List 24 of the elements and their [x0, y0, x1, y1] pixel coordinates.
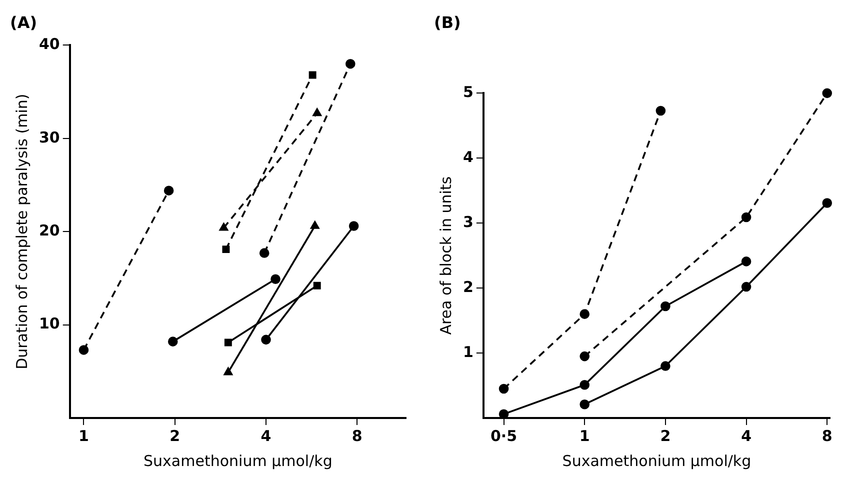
x-axis-title: Suxamethonium μmol/kg: [144, 452, 332, 470]
y-tick-label: 30: [39, 128, 60, 146]
y-tick-label: 5: [463, 83, 474, 102]
x-axis-title: Suxamethonium μmol/kg: [562, 452, 752, 470]
x-tick-label: 4: [260, 426, 272, 445]
x-tick-label: 1: [579, 426, 590, 445]
y-tick-label: 20: [39, 221, 60, 240]
y-axis-title: Duration of complete paralysis (min): [12, 94, 31, 370]
y-tick-label: 10: [39, 314, 60, 333]
y-tick-label: 2: [463, 278, 474, 296]
y-axis-title: Area of block in units: [436, 176, 455, 335]
y-tick-label: 4: [463, 148, 474, 166]
x-tick-label: 0·5: [490, 426, 518, 445]
x-tick-label: 4: [741, 426, 752, 445]
x-tick-label: 1: [78, 426, 89, 445]
chart-title: (B): [434, 12, 461, 32]
y-tick-label: 40: [39, 35, 60, 54]
chart-title: (A): [10, 12, 38, 32]
y-tick-label: 1: [463, 342, 474, 361]
x-tick-label: 8: [352, 426, 362, 445]
x-tick-label: 2: [170, 426, 180, 445]
x-tick-label: 8: [822, 426, 832, 445]
x-tick-label: 2: [660, 426, 671, 445]
y-tick-label: 3: [463, 213, 474, 232]
